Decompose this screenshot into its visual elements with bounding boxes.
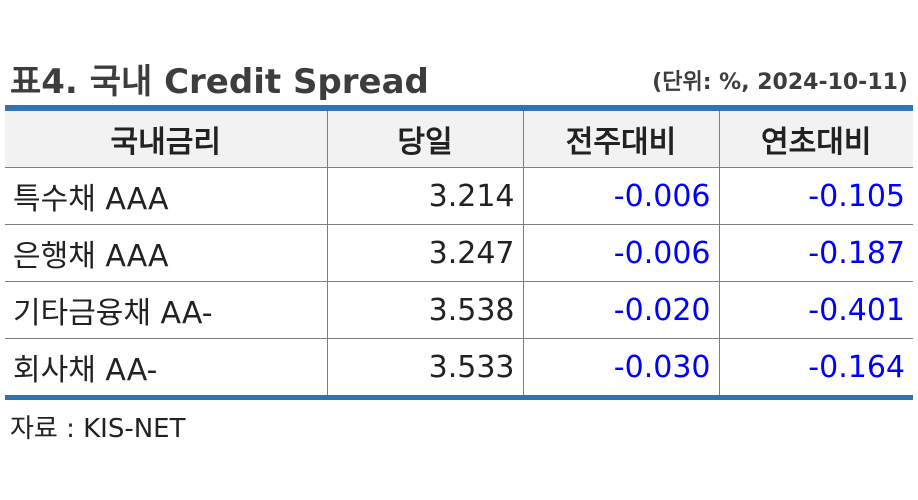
- today-value: 3.533: [326, 338, 524, 395]
- table-title: 표4. 국내 Credit Spread: [10, 62, 429, 102]
- today-value: 3.214: [326, 167, 524, 225]
- table-row: 은행채 AAA 3.247 -0.006 -0.187: [5, 224, 913, 282]
- table-row: 특수채 AAA 3.214 -0.006 -0.105: [5, 167, 913, 225]
- week-change-value: -0.030: [522, 338, 720, 395]
- row-label: 기타금융채 AA-: [5, 281, 328, 339]
- column-header-ytd-change: 연초대비: [718, 111, 913, 168]
- row-label: 특수채 AAA: [5, 167, 328, 225]
- ytd-change-value: -0.187: [718, 224, 913, 282]
- table-header-row: 국내금리 당일 전주대비 연초대비: [5, 111, 913, 168]
- table-row: 회사채 AA- 3.533 -0.030 -0.164: [5, 338, 913, 395]
- ytd-change-value: -0.164: [718, 338, 913, 395]
- today-value: 3.538: [326, 281, 524, 339]
- week-change-value: -0.020: [522, 281, 720, 339]
- ytd-change-value: -0.401: [718, 281, 913, 339]
- week-change-value: -0.006: [522, 167, 720, 225]
- week-change-value: -0.006: [522, 224, 720, 282]
- top-rule: [5, 105, 913, 111]
- ytd-change-value: -0.105: [718, 167, 913, 225]
- bottom-rule: [5, 395, 913, 400]
- source-note: 자료 : KIS-NET: [10, 414, 186, 444]
- row-label: 은행채 AAA: [5, 224, 328, 282]
- title-row: 표4. 국내 Credit Spread (단위: %, 2024-10-11): [10, 54, 908, 102]
- spread-table: 국내금리 당일 전주대비 연초대비 특수채 AAA 3.214 -0.006 -…: [5, 111, 913, 395]
- column-header-today: 당일: [326, 111, 524, 168]
- row-label: 회사채 AA-: [5, 338, 328, 395]
- today-value: 3.247: [326, 224, 524, 282]
- table-row: 기타금융채 AA- 3.538 -0.020 -0.401: [5, 281, 913, 339]
- unit-note: (단위: %, 2024-10-11): [652, 70, 908, 95]
- column-header-rate: 국내금리: [5, 111, 328, 168]
- column-header-week-change: 전주대비: [522, 111, 720, 168]
- credit-spread-table: 국내금리 당일 전주대비 연초대비 특수채 AAA 3.214 -0.006 -…: [5, 105, 913, 400]
